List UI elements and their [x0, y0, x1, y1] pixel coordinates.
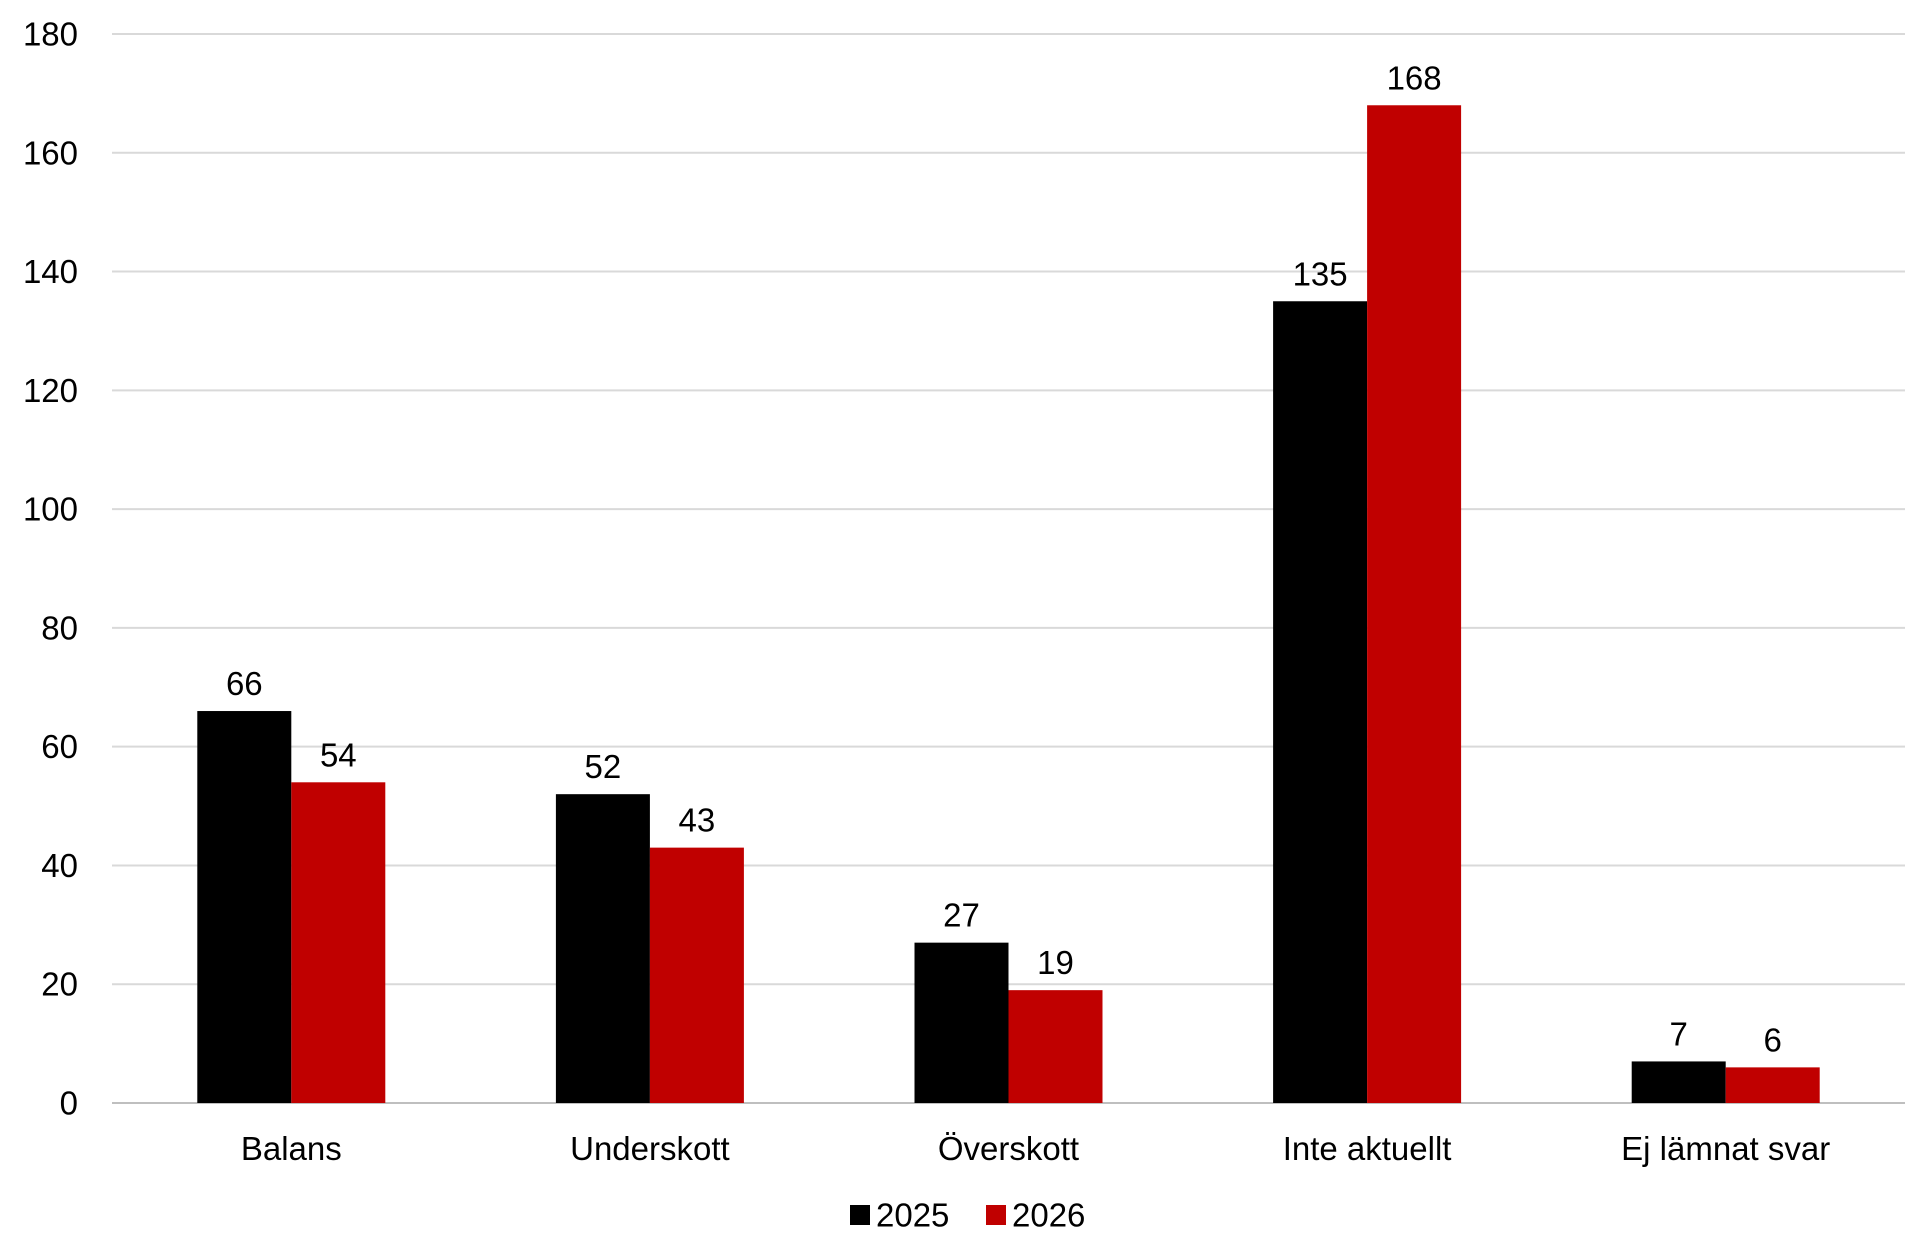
x-category-label: Underskott — [570, 1130, 730, 1167]
legend-swatch-2025 — [850, 1205, 870, 1225]
y-tick-label: 20 — [41, 966, 78, 1003]
x-category-label: Inte aktuellt — [1283, 1130, 1452, 1167]
data-label: 43 — [679, 802, 716, 839]
bar-2026-överskott — [1008, 990, 1103, 1103]
legend-label-2026: 2026 — [1012, 1197, 1085, 1234]
bar-2026-balans — [291, 782, 386, 1103]
bar-2025-ej-lämnat-svar — [1631, 1061, 1726, 1103]
bar-2025-balans — [197, 711, 292, 1103]
gridlines — [112, 33, 1905, 1104]
y-tick-label: 60 — [41, 728, 78, 765]
x-category-label: Balans — [241, 1130, 342, 1167]
bar-2026-inte-aktuellt — [1367, 105, 1462, 1104]
y-tick-label: 100 — [23, 491, 78, 528]
data-label: 19 — [1037, 944, 1074, 981]
y-tick-label: 180 — [23, 16, 78, 53]
legend: 2025 2026 — [850, 1197, 1085, 1234]
y-tick-label: 140 — [23, 253, 78, 290]
bar-2025-inte-aktuellt — [1273, 301, 1368, 1103]
data-label: 7 — [1670, 1015, 1688, 1052]
data-labels: 66 54 52 43 27 19 135 168 7 6 — [226, 59, 1782, 1058]
data-label: 52 — [585, 748, 622, 785]
bar-2026-ej-lämnat-svar — [1725, 1067, 1820, 1103]
x-category-label: Överskott — [938, 1130, 1079, 1167]
data-label: 54 — [320, 736, 357, 773]
y-tick-label: 40 — [41, 847, 78, 884]
data-label: 66 — [226, 665, 263, 702]
y-tick-label: 80 — [41, 609, 78, 646]
data-label: 27 — [943, 897, 980, 934]
x-category-label: Ej lämnat svar — [1621, 1130, 1830, 1167]
y-axis: 0 20 40 60 80 100 120 140 160 180 — [23, 16, 78, 1122]
legend-label-2025: 2025 — [876, 1197, 949, 1234]
legend-swatch-2026 — [986, 1205, 1006, 1225]
data-label: 6 — [1764, 1021, 1782, 1058]
data-label: 135 — [1293, 255, 1348, 292]
y-tick-label: 0 — [60, 1085, 78, 1122]
bars — [197, 105, 1820, 1104]
x-axis: Balans Underskott Överskott Inte aktuellt Ej… — [241, 1130, 1830, 1167]
bar-2025-underskott — [555, 794, 650, 1103]
y-tick-label: 160 — [23, 134, 78, 171]
bar-2025-överskott — [914, 942, 1009, 1103]
data-label: 168 — [1387, 59, 1442, 96]
y-tick-label: 120 — [23, 372, 78, 409]
bar-2026-underskott — [649, 847, 744, 1103]
